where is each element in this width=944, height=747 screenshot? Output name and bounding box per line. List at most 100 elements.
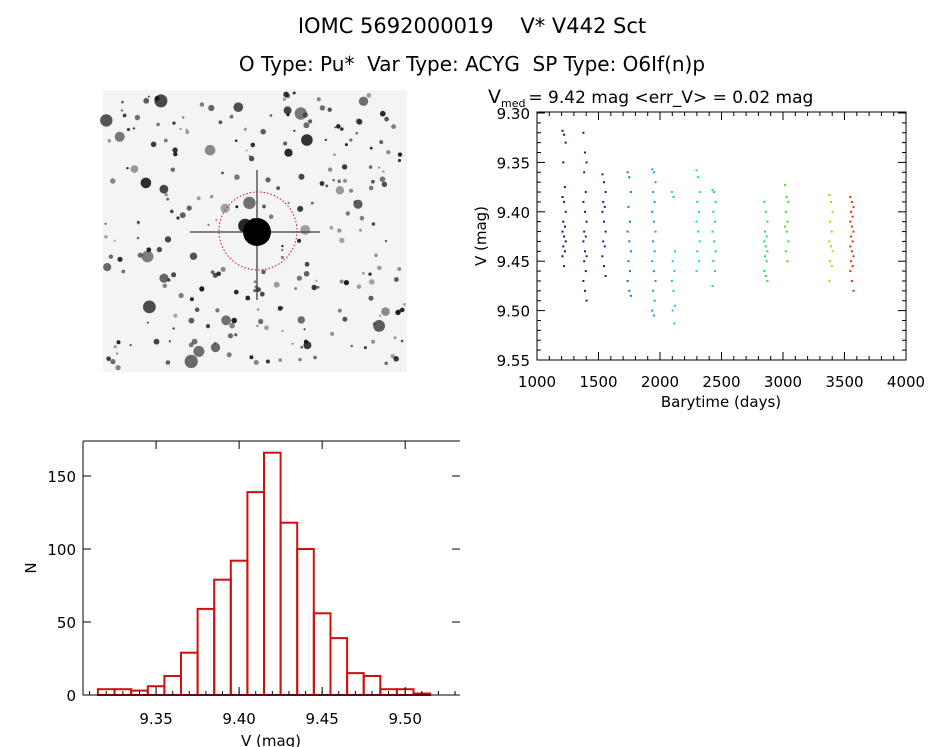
data-point — [787, 200, 790, 203]
star — [384, 116, 389, 122]
star — [397, 158, 402, 163]
data-point — [713, 191, 716, 193]
star — [186, 205, 192, 211]
star — [108, 254, 114, 259]
star — [184, 354, 198, 368]
star — [371, 339, 376, 344]
star — [126, 127, 130, 132]
star — [298, 357, 302, 362]
x-tick-label: 9.45 — [305, 710, 338, 728]
x-tick-label: 2500 — [702, 373, 740, 391]
data-point — [764, 210, 767, 213]
star — [104, 222, 107, 225]
data-point — [629, 250, 632, 253]
star — [382, 170, 385, 173]
x-tick-label: 3500 — [825, 373, 863, 391]
data-point — [603, 245, 606, 248]
star — [253, 289, 257, 293]
data-point — [766, 280, 769, 282]
data-point — [585, 255, 588, 258]
data-point — [849, 245, 852, 248]
histogram-bar — [196, 607, 216, 697]
data-point — [850, 225, 853, 228]
star — [191, 338, 198, 345]
x-tick-label: 3000 — [764, 373, 802, 391]
data-point — [711, 189, 714, 192]
star — [143, 300, 156, 314]
star — [283, 141, 288, 146]
data-point — [563, 225, 566, 228]
star — [371, 179, 375, 184]
star — [235, 205, 239, 209]
star — [296, 275, 302, 281]
star — [159, 273, 169, 283]
star — [384, 361, 389, 366]
data-point — [629, 220, 631, 223]
star — [381, 181, 388, 187]
star — [126, 167, 129, 170]
star — [196, 196, 201, 201]
star — [316, 97, 321, 102]
page-title: IOMC 5692000019 V* V442 Sct — [297, 14, 647, 38]
star — [170, 209, 174, 214]
star — [229, 322, 235, 329]
star — [332, 179, 335, 182]
star — [294, 287, 297, 290]
y-tick-label: 0 — [66, 687, 76, 705]
data-point — [763, 200, 766, 203]
histogram-bar — [180, 651, 199, 697]
star — [380, 110, 386, 117]
star — [329, 225, 334, 230]
star — [379, 140, 384, 145]
data-point — [766, 250, 769, 253]
data-point — [696, 250, 699, 253]
star — [379, 176, 386, 182]
data-point — [585, 220, 588, 223]
star — [336, 124, 341, 129]
data-point — [582, 200, 585, 203]
y-tick-label: 9.30 — [497, 105, 530, 123]
data-point — [765, 235, 768, 238]
star — [298, 173, 305, 180]
data-point — [764, 275, 767, 277]
star — [345, 211, 350, 216]
star — [245, 149, 248, 152]
data-point — [651, 260, 654, 263]
data-point — [786, 260, 789, 263]
data-point — [850, 210, 853, 213]
data-point — [852, 255, 855, 258]
star — [337, 228, 342, 233]
y-tick-label: 100 — [47, 541, 76, 559]
data-point — [583, 171, 586, 174]
star — [277, 306, 283, 311]
data-point — [564, 240, 567, 243]
star — [115, 365, 121, 371]
star — [117, 256, 123, 262]
star — [324, 138, 327, 142]
data-point — [697, 260, 700, 263]
star — [310, 201, 314, 205]
star — [368, 272, 372, 276]
star — [256, 308, 260, 311]
star — [245, 295, 251, 301]
star — [250, 142, 256, 148]
star — [264, 325, 269, 331]
data-point — [849, 220, 852, 223]
data-point — [563, 265, 566, 268]
y-tick-label: 9.55 — [497, 352, 530, 370]
star — [132, 127, 136, 130]
star — [335, 186, 345, 195]
histogram-bar — [312, 612, 332, 696]
star — [218, 120, 223, 125]
star — [334, 126, 337, 129]
star — [121, 100, 124, 104]
data-point — [784, 250, 787, 253]
star — [185, 130, 190, 135]
star — [311, 284, 317, 291]
star — [353, 200, 357, 204]
star — [397, 309, 402, 313]
hist-axes — [82, 441, 460, 696]
star — [280, 306, 284, 310]
data-point — [764, 230, 766, 233]
data-point — [654, 181, 657, 184]
